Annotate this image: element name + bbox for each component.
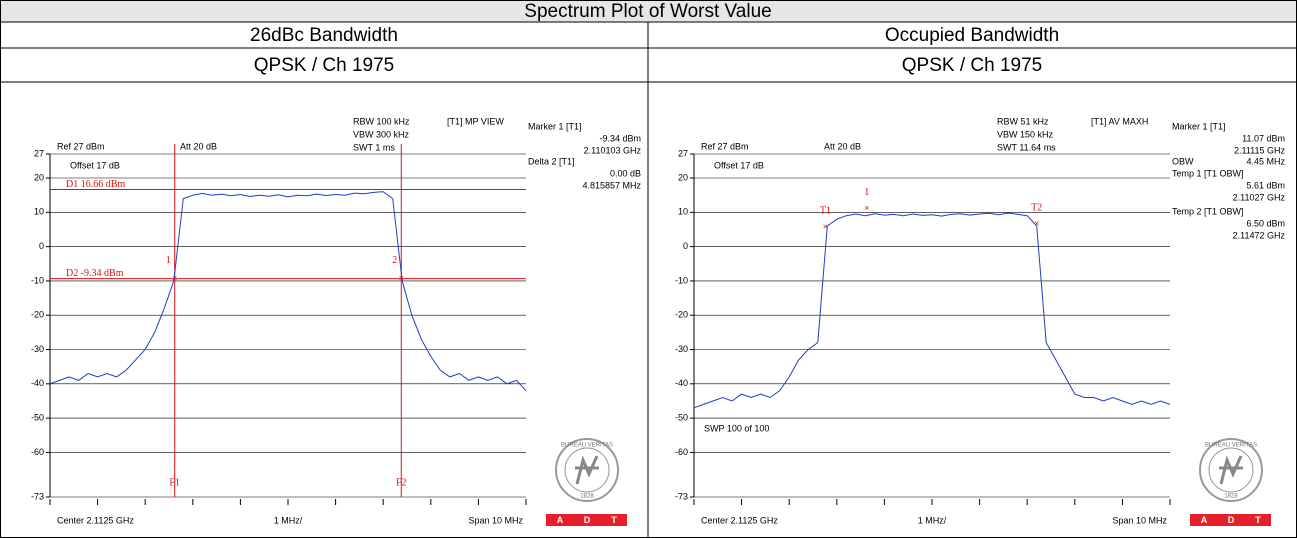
footer: 1 MHz/ xyxy=(274,515,303,525)
marker-info: 2.11115 GHz xyxy=(1234,145,1286,155)
y-tick-label: 0 xyxy=(683,241,688,251)
marker-info: Temp 2 [T1 OBW] xyxy=(1172,206,1244,216)
y-tick-label: -73 xyxy=(31,491,44,501)
marker-info: 5.61 dBm xyxy=(1246,180,1285,190)
marker-info: 11.07 dBm xyxy=(1242,133,1285,143)
logo-year: 1828 xyxy=(1224,494,1238,500)
marker-label: 2 xyxy=(392,255,397,266)
setting: Offset 17 dB xyxy=(714,160,764,170)
logo-letter: D xyxy=(1228,515,1235,525)
setting: SWT 1 ms xyxy=(353,142,395,152)
y-tick-label: -40 xyxy=(675,378,688,388)
marker-info: 0.00 dB xyxy=(610,168,641,178)
title-row xyxy=(1,1,1296,22)
marker-info: 6.50 dBm xyxy=(1246,218,1285,228)
setting: SWP 100 of 100 xyxy=(704,423,769,433)
y-tick-label: -50 xyxy=(675,412,688,422)
marker: × xyxy=(1034,219,1039,229)
display-line-label: D2 -9.34 dBm xyxy=(66,268,124,279)
marker: × xyxy=(399,273,404,283)
logo-letter: T xyxy=(1255,515,1261,525)
y-tick-label: 27 xyxy=(678,148,688,158)
marker-label: 1 xyxy=(166,255,171,266)
y-tick-label: 10 xyxy=(678,207,688,217)
setting: SWT 11.64 ms xyxy=(997,142,1056,152)
marker-info: -9.34 dBm xyxy=(599,133,641,143)
marker: × xyxy=(823,222,828,232)
marker-info: 2.11027 GHz xyxy=(1233,192,1286,202)
setting: Att 20 dB xyxy=(824,141,861,151)
y-tick-label: 20 xyxy=(34,172,44,182)
marker-info: 2.110103 GHz xyxy=(584,145,642,155)
logo-bar xyxy=(1190,514,1271,526)
logo-letter: T xyxy=(611,515,617,525)
logo-bar xyxy=(546,514,627,526)
y-tick-label: 10 xyxy=(34,207,44,217)
marker-label: 1 xyxy=(864,187,869,198)
y-tick-label: -20 xyxy=(675,310,688,320)
y-tick-label: -30 xyxy=(675,344,688,354)
y-tick-label: 20 xyxy=(678,172,688,182)
y-tick-label: -40 xyxy=(31,378,44,388)
marker: × xyxy=(172,273,177,283)
y-tick-label: -73 xyxy=(675,491,688,501)
trace xyxy=(49,191,527,392)
setting: Att 20 dB xyxy=(180,141,217,151)
footer: Span 10 MHz xyxy=(1112,515,1167,525)
y-tick-label: -10 xyxy=(31,275,44,285)
y-tick-label: -30 xyxy=(31,344,44,354)
logo-name: BUREAU VERITAS xyxy=(561,443,613,449)
y-tick-label: -60 xyxy=(675,447,688,457)
setting: Offset 17 dB xyxy=(70,160,120,170)
marker-info: Marker 1 [T1] xyxy=(528,121,582,131)
setting: VBW 150 kHz xyxy=(997,129,1054,139)
logo-figure xyxy=(575,455,599,485)
marker-label: T2 xyxy=(1031,203,1042,214)
footer: Center 2.1125 GHz xyxy=(57,515,134,525)
logo-year: 1828 xyxy=(580,494,594,500)
footer: 1 MHz/ xyxy=(918,515,947,525)
marker-info: 4.815857 MHz xyxy=(582,180,641,190)
setting: Ref 27 dBm xyxy=(57,141,105,151)
logo-letter: A xyxy=(557,515,564,525)
y-tick-label: -20 xyxy=(31,310,44,320)
logo-figure xyxy=(1219,455,1243,485)
marker-info: Marker 1 [T1] xyxy=(1172,121,1226,131)
logo-letter: D xyxy=(584,515,591,525)
setting: RBW 51 kHz xyxy=(997,116,1049,126)
y-tick-label: -60 xyxy=(31,447,44,457)
subheader: QPSK / Ch 1975 xyxy=(902,55,1042,76)
y-tick-label: -50 xyxy=(31,412,44,422)
marker-info: Temp 1 [T1 OBW] xyxy=(1172,168,1244,178)
trace xyxy=(693,212,1171,409)
marker-info: Delta 2 [T1] xyxy=(528,156,575,166)
setting: VBW 300 kHz xyxy=(353,129,410,139)
marker-info: 4.45 MHz xyxy=(1246,156,1285,166)
y-tick-label: 27 xyxy=(34,148,44,158)
display-line-label: D1 16.66 dBm xyxy=(66,179,125,190)
setting: RBW 100 kHz xyxy=(353,116,410,126)
y-tick-label: 0 xyxy=(39,241,44,251)
header: Occupied Bandwidth xyxy=(885,25,1059,46)
footer: Span 10 MHz xyxy=(468,515,523,525)
marker-label: T1 xyxy=(820,206,831,217)
logo-letter: A xyxy=(1201,515,1208,525)
marker-info: OBW xyxy=(1172,156,1194,166)
y-tick-label: -10 xyxy=(675,275,688,285)
marker-info: 2.11472 GHz xyxy=(1233,230,1286,240)
frequency-line-label: F2 xyxy=(396,477,407,488)
subheader: QPSK / Ch 1975 xyxy=(254,55,394,76)
logo-name: BUREAU VERITAS xyxy=(1205,443,1257,449)
table-title: Spectrum Plot of Worst Value xyxy=(524,1,771,22)
frequency-line-label: F1 xyxy=(169,477,180,488)
setting: [T1] AV MAXH xyxy=(1091,116,1148,126)
setting: Ref 27 dBm xyxy=(701,141,749,151)
marker: × xyxy=(864,203,869,213)
setting: [T1] MP VIEW xyxy=(447,116,504,126)
header: 26dBc Bandwidth xyxy=(250,25,398,46)
footer: Center 2.1125 GHz xyxy=(701,515,778,525)
